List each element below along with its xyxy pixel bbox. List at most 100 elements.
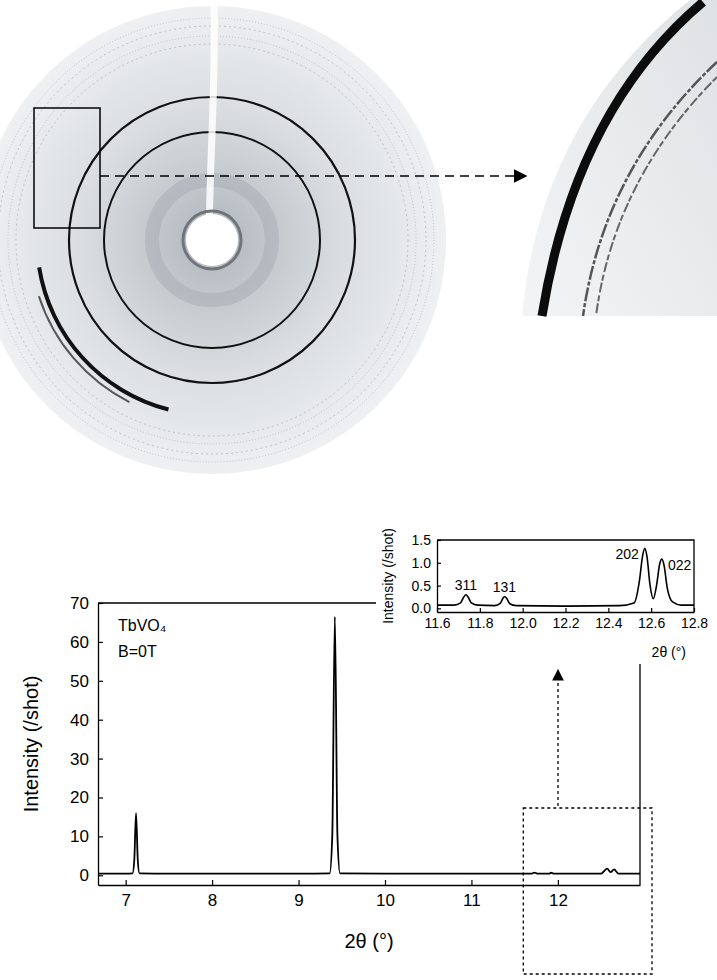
tick-label: 10 bbox=[376, 891, 395, 910]
tick-label: 12.4 bbox=[595, 615, 622, 631]
tick-mark bbox=[471, 880, 472, 885]
plot-frame bbox=[437, 540, 694, 612]
tick-label: 8 bbox=[208, 891, 217, 910]
tick-label: 12 bbox=[549, 891, 568, 910]
axis-line bbox=[437, 541, 438, 613]
tick-label: 0 bbox=[80, 866, 89, 885]
tick-mark bbox=[480, 608, 481, 612]
tick: 12.4 bbox=[595, 608, 622, 631]
y-axis: 0.0 0.5 1.0 1.5 bbox=[412, 532, 441, 616]
tick: 8 bbox=[208, 880, 217, 910]
tick: 12.6 bbox=[638, 608, 665, 631]
tick: 11 bbox=[463, 880, 481, 910]
zoom-panel bbox=[522, 0, 717, 316]
tick-mark bbox=[298, 880, 299, 885]
peak-label: 022 bbox=[668, 557, 692, 573]
tick: 10 bbox=[376, 880, 395, 910]
annotation: TbVO₄ bbox=[118, 617, 166, 634]
tick: 0.0 bbox=[412, 600, 441, 616]
inset-arrow bbox=[557, 670, 558, 806]
tick: 40 bbox=[70, 711, 103, 730]
tick-mark bbox=[212, 880, 213, 885]
tick-label: 12.2 bbox=[552, 615, 579, 631]
tick-mark bbox=[437, 608, 441, 609]
tick-mark bbox=[694, 608, 695, 612]
tick-mark bbox=[651, 608, 652, 612]
tick-mark bbox=[98, 603, 103, 604]
tick: 11.8 bbox=[467, 608, 493, 631]
tick-label: 30 bbox=[70, 750, 89, 769]
axis-line bbox=[438, 612, 695, 613]
beamstop-ring bbox=[183, 211, 241, 269]
tick: 12.2 bbox=[552, 608, 579, 631]
tick: 12 bbox=[549, 880, 568, 910]
tick-mark bbox=[385, 880, 386, 885]
detector-disk bbox=[0, 6, 446, 474]
tick-label: 0.0 bbox=[412, 600, 432, 616]
tick-label: 7 bbox=[121, 891, 130, 910]
beamstop-holder bbox=[209, 6, 214, 240]
strong-arc bbox=[38, 296, 130, 403]
tick-mark bbox=[437, 540, 441, 541]
x-axis-title: 2θ (°) bbox=[344, 930, 393, 952]
tick-mark bbox=[565, 608, 566, 612]
zoom-region bbox=[523, 808, 652, 974]
strong-arc bbox=[37, 267, 169, 411]
tick-mark bbox=[558, 880, 559, 885]
tick: 70 bbox=[70, 594, 103, 613]
tick-mark bbox=[98, 681, 103, 682]
zoom-ground bbox=[522, 0, 717, 316]
y-axis-title: Intensity (/shot) bbox=[380, 528, 396, 624]
tick-label: 0.5 bbox=[412, 578, 432, 594]
tick-mark bbox=[608, 608, 609, 612]
tick-label: 12.6 bbox=[638, 615, 665, 631]
tick: 60 bbox=[70, 633, 103, 652]
tick: 7 bbox=[121, 880, 130, 910]
zoom-arrow bbox=[100, 175, 526, 177]
y-axis: 0 10 20 30 40 50 60 70 bbox=[70, 594, 103, 886]
tick-label: 10 bbox=[70, 827, 89, 846]
tick: 0.5 bbox=[412, 578, 441, 594]
inset-ground bbox=[376, 522, 714, 664]
beamstop bbox=[186, 214, 238, 266]
tick-mark bbox=[98, 642, 103, 643]
tick: 20 bbox=[70, 788, 103, 807]
data-line bbox=[437, 548, 694, 606]
tick-label: 60 bbox=[70, 633, 89, 652]
zoom-strong-arc bbox=[542, 2, 703, 316]
tick-mark bbox=[126, 880, 127, 885]
tick: 12.0 bbox=[510, 608, 537, 631]
y-axis-title: Intensity (/shot) bbox=[20, 676, 42, 813]
zoom-box bbox=[34, 108, 100, 228]
x-axis: 11.6 11.8 12.0 12.2 12.4 12.6 12.8 bbox=[424, 608, 708, 631]
tick-mark bbox=[523, 608, 524, 612]
tick: 1.0 bbox=[412, 555, 441, 571]
tick-mark bbox=[98, 720, 103, 721]
tick: 30 bbox=[70, 750, 103, 769]
axis-line bbox=[98, 604, 99, 886]
tick-label: 11.8 bbox=[467, 615, 493, 631]
tick: 50 bbox=[70, 672, 103, 691]
x-axis: 7 8 9 10 11 12 bbox=[99, 880, 641, 910]
tick-label: 12.0 bbox=[510, 615, 537, 631]
tick: 1.5 bbox=[412, 532, 441, 548]
tick-mark bbox=[98, 797, 103, 798]
tick-label: 50 bbox=[70, 672, 89, 691]
tick: 9 bbox=[294, 880, 303, 910]
detector-image bbox=[0, 6, 526, 474]
figure: 7 8 9 10 11 12 0 10 20 30 40 50 60 70 2θ (°) Intensity … bbox=[0, 0, 717, 980]
tick-label: 9 bbox=[294, 891, 303, 910]
tick-mark bbox=[98, 836, 103, 837]
tick-mark bbox=[437, 563, 441, 564]
zoom-arc bbox=[583, 62, 717, 316]
tick-label: 40 bbox=[70, 711, 89, 730]
tick: 12.8 bbox=[681, 608, 708, 631]
tick-label: 11.6 bbox=[424, 615, 450, 631]
zoom-arc bbox=[596, 77, 717, 316]
peak-label: 202 bbox=[615, 546, 639, 562]
tick-label: 11 bbox=[463, 891, 481, 910]
tick-mark bbox=[437, 585, 441, 586]
peak-label: 131 bbox=[493, 579, 517, 595]
tick-mark bbox=[98, 875, 103, 876]
tick-mark bbox=[98, 758, 103, 759]
